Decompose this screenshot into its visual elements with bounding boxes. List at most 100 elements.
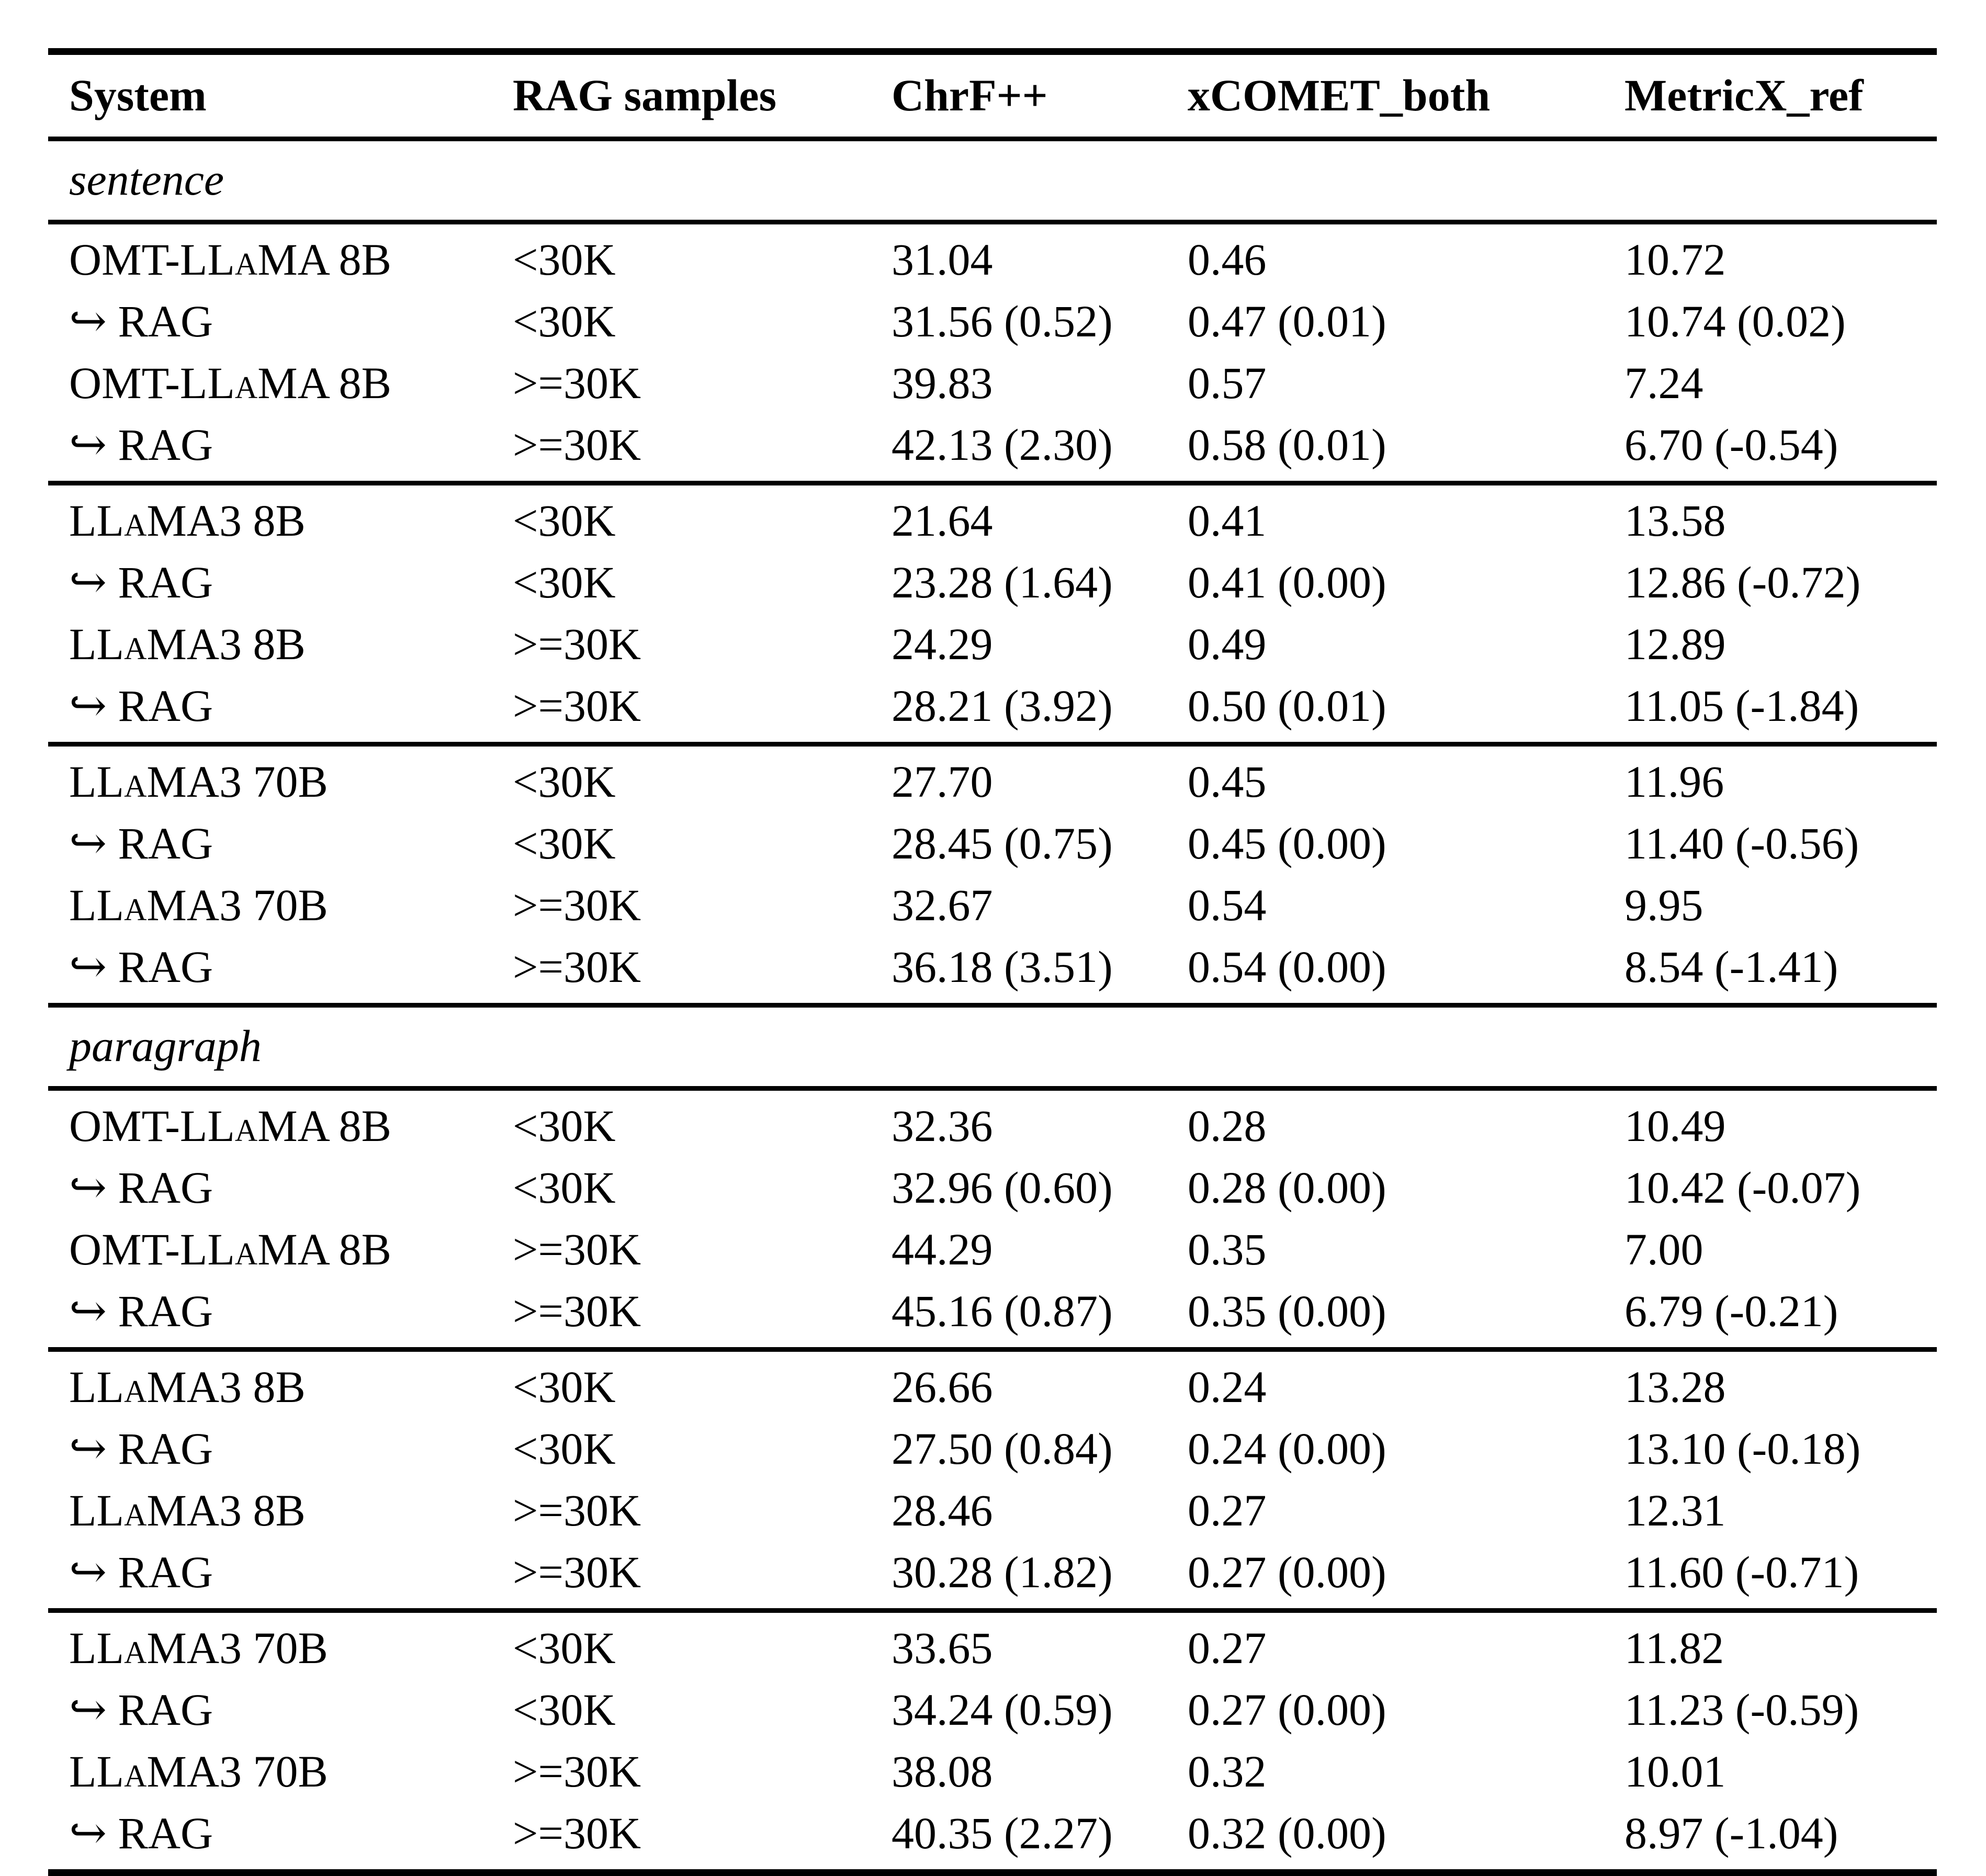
- table-row: OMT-LLaMA 8B >=30K 44.29 0.35 7.00: [48, 1218, 1937, 1280]
- cell-chrf: 31.04: [892, 234, 993, 285]
- cell-system: OMT-LLaMA 8B: [69, 358, 391, 408]
- table-row: OMT-LLaMA 8B >=30K 39.83 0.57 7.24: [48, 352, 1937, 414]
- section-label: paragraph: [69, 1021, 262, 1071]
- cell-metricx: 7.00: [1624, 1224, 1703, 1274]
- cell-chrf: 23.28 (1.64): [892, 557, 1113, 607]
- column-header-metricx-ref: MetricX_ref: [1624, 70, 1864, 120]
- cell-xcomet: 0.49: [1188, 619, 1267, 669]
- cell-xcomet: 0.24: [1188, 1362, 1267, 1412]
- cell-rag-samples: <30K: [513, 1423, 616, 1474]
- cell-metricx: 6.70 (-0.54): [1624, 420, 1838, 470]
- cell-system: ↪ RAG: [69, 1423, 213, 1474]
- cell-rag-samples: >=30K: [513, 880, 641, 930]
- table-row: LLaMA3 8B >=30K 24.29 0.49 12.89: [48, 613, 1937, 675]
- cell-rag-samples: >=30K: [513, 619, 641, 669]
- cell-metricx: 11.82: [1624, 1623, 1724, 1673]
- cell-xcomet: 0.27 (0.00): [1188, 1685, 1386, 1735]
- cell-chrf: 34.24 (0.59): [892, 1685, 1113, 1735]
- cell-chrf: 45.16 (0.87): [892, 1286, 1113, 1336]
- cell-rag-samples: >=30K: [513, 420, 641, 470]
- column-header-system: System: [69, 70, 207, 120]
- cell-xcomet: 0.54: [1188, 880, 1267, 930]
- cell-system: LLaMA3 8B: [69, 1485, 306, 1535]
- cell-rag-samples: <30K: [513, 557, 616, 607]
- cell-rag-samples: <30K: [513, 296, 616, 346]
- cell-chrf: 40.35 (2.27): [892, 1808, 1113, 1858]
- cell-system: ↪ RAG: [69, 1547, 213, 1597]
- cell-rag-samples: >=30K: [513, 681, 641, 731]
- cell-xcomet: 0.27 (0.00): [1188, 1547, 1386, 1597]
- cell-metricx: 11.40 (-0.56): [1624, 818, 1859, 868]
- cell-metricx: 13.58: [1624, 495, 1726, 546]
- cell-rag-samples: >=30K: [513, 1547, 641, 1597]
- cell-chrf: 44.29: [892, 1224, 993, 1274]
- cell-chrf: 39.83: [892, 358, 993, 408]
- cell-xcomet: 0.35: [1188, 1224, 1267, 1274]
- cell-metricx: 11.05 (-1.84): [1624, 681, 1859, 731]
- section-label: sentence: [69, 154, 224, 205]
- section-row-sentence: sentence: [48, 139, 1937, 222]
- cell-metricx: 13.28: [1624, 1362, 1726, 1412]
- cell-chrf: 30.28 (1.82): [892, 1547, 1113, 1597]
- cell-system: ↪ RAG: [69, 420, 213, 470]
- cell-xcomet: 0.45: [1188, 756, 1267, 807]
- table-row: ↪ RAG >=30K 45.16 (0.87) 0.35 (0.00) 6.7…: [48, 1280, 1937, 1350]
- cell-metricx: 12.31: [1624, 1485, 1726, 1535]
- cell-system: ↪ RAG: [69, 818, 213, 868]
- cell-xcomet: 0.46: [1188, 234, 1267, 285]
- cell-rag-samples: <30K: [513, 234, 616, 285]
- results-table-container: System RAG samples ChrF++ xCOMET_both Me…: [48, 48, 1937, 1876]
- cell-chrf: 32.67: [892, 880, 993, 930]
- cell-system: OMT-LLaMA 8B: [69, 1224, 391, 1274]
- table-row: ↪ RAG <30K 34.24 (0.59) 0.27 (0.00) 11.2…: [48, 1679, 1937, 1741]
- cell-system: LLaMA3 70B: [69, 1623, 328, 1673]
- cell-rag-samples: <30K: [513, 756, 616, 807]
- cell-chrf: 36.18 (3.51): [892, 942, 1113, 992]
- cell-metricx: 11.60 (-0.71): [1624, 1547, 1859, 1597]
- cell-xcomet: 0.35 (0.00): [1188, 1286, 1386, 1336]
- cell-metricx: 10.42 (-0.07): [1624, 1162, 1861, 1213]
- cell-metricx: 12.89: [1624, 619, 1726, 669]
- table-row: OMT-LLaMA 8B <30K 31.04 0.46 10.72: [48, 222, 1937, 291]
- table-row: ↪ RAG >=30K 28.21 (3.92) 0.50 (0.01) 11.…: [48, 675, 1937, 744]
- cell-system: LLaMA3 70B: [69, 756, 328, 807]
- cell-xcomet: 0.50 (0.01): [1188, 681, 1386, 731]
- cell-system: LLaMA3 8B: [69, 1362, 306, 1412]
- cell-chrf: 24.29: [892, 619, 993, 669]
- cell-rag-samples: >=30K: [513, 1286, 641, 1336]
- cell-system: ↪ RAG: [69, 1162, 213, 1213]
- cell-metricx: 9.95: [1624, 880, 1703, 930]
- table-row: ↪ RAG <30K 23.28 (1.64) 0.41 (0.00) 12.8…: [48, 551, 1937, 613]
- cell-chrf: 27.50 (0.84): [892, 1423, 1113, 1474]
- cell-rag-samples: >=30K: [513, 1224, 641, 1274]
- cell-metricx: 10.01: [1624, 1746, 1726, 1796]
- table-row: ↪ RAG <30K 28.45 (0.75) 0.45 (0.00) 11.4…: [48, 812, 1937, 874]
- cell-rag-samples: <30K: [513, 1623, 616, 1673]
- table-row: LLaMA3 70B >=30K 38.08 0.32 10.01: [48, 1741, 1937, 1802]
- cell-chrf: 28.45 (0.75): [892, 818, 1113, 868]
- cell-metricx: 10.74 (0.02): [1624, 296, 1846, 346]
- cell-chrf: 27.70: [892, 756, 993, 807]
- cell-metricx: 8.97 (-1.04): [1624, 1808, 1838, 1858]
- cell-system: ↪ RAG: [69, 296, 213, 346]
- cell-xcomet: 0.45 (0.00): [1188, 818, 1386, 868]
- cell-rag-samples: <30K: [513, 818, 616, 868]
- cell-rag-samples: >=30K: [513, 1808, 641, 1858]
- cell-rag-samples: <30K: [513, 1162, 616, 1213]
- cell-chrf: 28.46: [892, 1485, 993, 1535]
- cell-xcomet: 0.28 (0.00): [1188, 1162, 1386, 1213]
- cell-chrf: 32.96 (0.60): [892, 1162, 1113, 1213]
- cell-metricx: 11.96: [1624, 756, 1724, 807]
- cell-metricx: 8.54 (-1.41): [1624, 942, 1838, 992]
- cell-metricx: 11.23 (-0.59): [1624, 1685, 1859, 1735]
- table-row: ↪ RAG <30K 27.50 (0.84) 0.24 (0.00) 13.1…: [48, 1418, 1937, 1479]
- cell-xcomet: 0.27: [1188, 1485, 1267, 1535]
- cell-rag-samples: >=30K: [513, 358, 641, 408]
- cell-system: LLaMA3 8B: [69, 495, 306, 546]
- results-table: System RAG samples ChrF++ xCOMET_both Me…: [48, 48, 1937, 1876]
- cell-chrf: 33.65: [892, 1623, 993, 1673]
- table-row: ↪ RAG >=30K 30.28 (1.82) 0.27 (0.00) 11.…: [48, 1541, 1937, 1611]
- cell-rag-samples: <30K: [513, 1685, 616, 1735]
- column-header-xcomet-both: xCOMET_both: [1188, 70, 1491, 120]
- cell-xcomet: 0.24 (0.00): [1188, 1423, 1386, 1474]
